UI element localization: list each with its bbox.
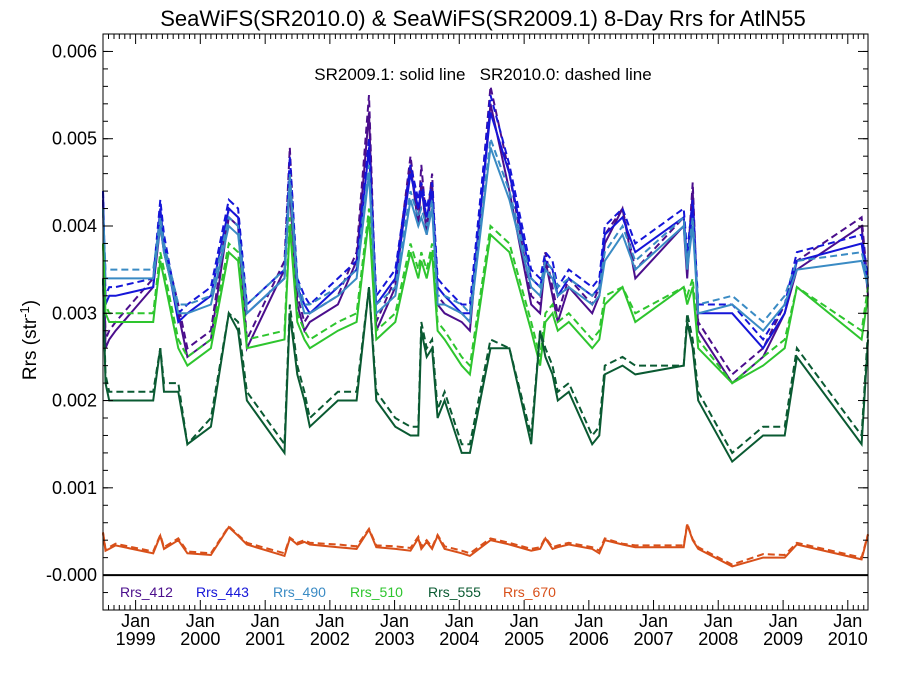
x-tick-year-label: 2000 <box>180 629 220 649</box>
Rrs_510-sr2009-line <box>102 217 869 385</box>
x-tick-month-label: Jan <box>380 611 409 631</box>
y-tick-label: 0.004 <box>52 216 97 236</box>
legend-item-Rrs_412: Rrs_412 <box>120 584 173 600</box>
y-tick-label: 0.005 <box>52 129 97 149</box>
x-tick-month-label: Jan <box>510 611 539 631</box>
Rrs_490-sr2009-line <box>102 147 869 333</box>
legend-item-Rrs_555: Rrs_555 <box>428 584 481 600</box>
legend-item-Rrs_670: Rrs_670 <box>503 584 556 600</box>
Rrs_555-sr2009-line <box>102 278 869 464</box>
y-tick-label: 0.003 <box>52 303 97 323</box>
Rrs_443-sr2009-line <box>102 112 869 350</box>
legend-item-Rrs_490: Rrs_490 <box>273 584 326 600</box>
x-tick-year-label: 2006 <box>569 629 609 649</box>
x-tick-year-label: 2009 <box>763 629 803 649</box>
x-tick-year-label: 2010 <box>828 629 868 649</box>
legend-item-Rrs_510: Rrs_510 <box>350 584 403 600</box>
x-tick-month-label: Jan <box>833 611 862 631</box>
y-tick-label: 0.002 <box>52 391 97 411</box>
y-tick-label: 0.001 <box>52 478 97 498</box>
x-tick-year-label: 2008 <box>698 629 738 649</box>
plot-frame <box>102 33 869 611</box>
x-tick-month-label: Jan <box>769 611 798 631</box>
chart-title: SeaWiFS(SR2010.0) & SeaWiFS(SR2009.1) 8-… <box>160 6 806 31</box>
legend: Rrs_412 Rrs_443 Rrs_490 Rrs_510 Rrs_555 Rrs_6… <box>120 584 556 600</box>
x-tick-month-label: Jan <box>445 611 474 631</box>
Rrs_443-sr2010-line <box>102 94 869 342</box>
x-tick-year-label: 2002 <box>310 629 350 649</box>
x-tick-month-label: Jan <box>186 611 215 631</box>
x-tick-year-label: 1999 <box>116 629 156 649</box>
x-tick-month-label: Jan <box>251 611 280 631</box>
Rrs_670-sr2009-line <box>102 524 869 568</box>
x-tick-year-label: 2005 <box>504 629 544 649</box>
legend-item-Rrs_443: Rrs_443 <box>196 584 249 600</box>
axes: -0.0000.0010.0020.0030.0040.0050.006Jan1… <box>46 33 869 649</box>
plot-lines <box>102 86 869 568</box>
x-tick-year-label: 2007 <box>634 629 674 649</box>
x-tick-year-label: 2003 <box>375 629 415 649</box>
x-tick-month-label: Jan <box>639 611 668 631</box>
x-tick-year-label: 2001 <box>245 629 285 649</box>
chart-subtitle: SR2009.1: solid line SR2010.0: dashed li… <box>314 65 651 84</box>
x-tick-month-label: Jan <box>315 611 344 631</box>
Rrs_412-sr2010-line <box>102 86 869 376</box>
x-tick-month-label: Jan <box>121 611 150 631</box>
x-tick-month-label: Jan <box>704 611 733 631</box>
y-tick-label: -0.000 <box>46 565 97 585</box>
y-tick-label: 0.006 <box>52 41 97 61</box>
y-axis-label: Rrs (str-1) <box>17 300 41 380</box>
x-tick-year-label: 2004 <box>439 629 479 649</box>
x-tick-month-label: Jan <box>574 611 603 631</box>
